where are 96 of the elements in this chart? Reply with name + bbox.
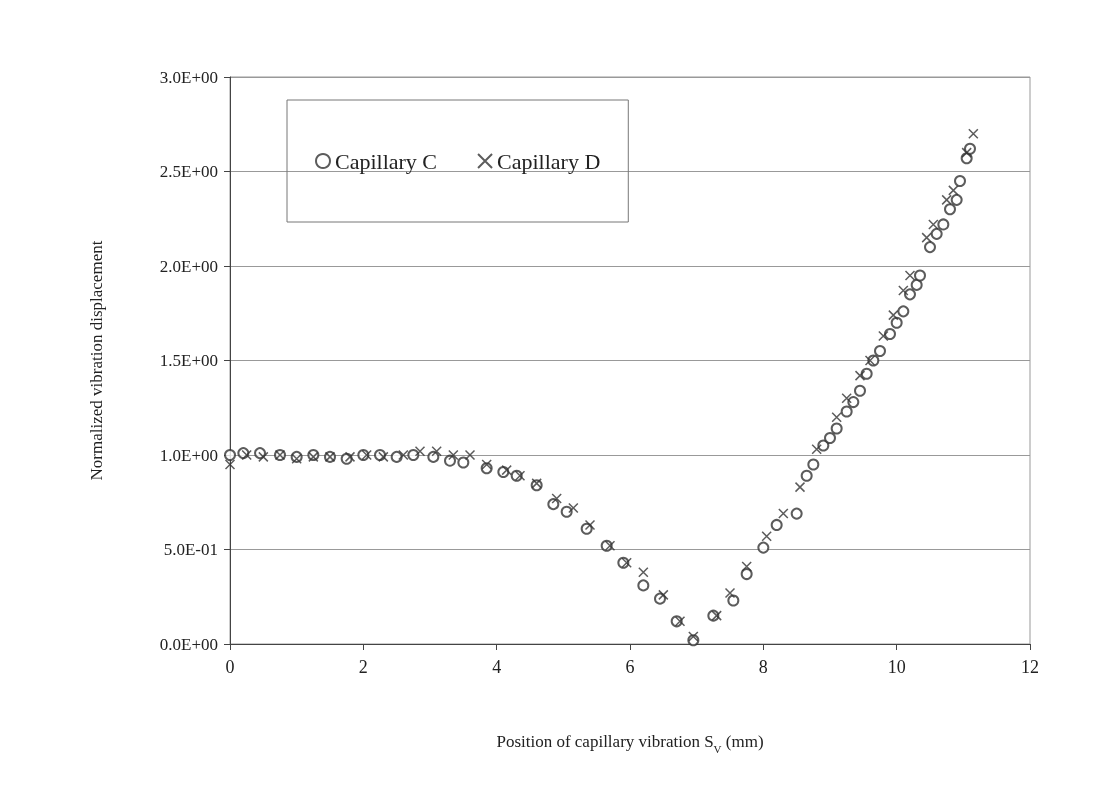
point xyxy=(824,431,836,444)
point xyxy=(711,610,722,621)
point xyxy=(904,270,916,281)
y-tick-label: 2.5E+00 xyxy=(159,162,218,181)
point xyxy=(890,316,903,329)
point xyxy=(928,219,939,230)
x-tick-label: 4 xyxy=(492,657,502,677)
point xyxy=(724,587,736,599)
y-tick-label: 2.0E+00 xyxy=(159,256,218,276)
point xyxy=(658,589,669,601)
y-tick-label: 1.5E+00 xyxy=(159,351,218,370)
point xyxy=(811,444,822,455)
point xyxy=(924,241,936,254)
point xyxy=(854,370,866,381)
point xyxy=(740,568,753,581)
point xyxy=(604,540,616,551)
point xyxy=(224,449,236,461)
point xyxy=(241,449,252,461)
point xyxy=(444,454,456,467)
point xyxy=(464,449,476,461)
point xyxy=(874,345,886,358)
point xyxy=(414,445,426,457)
point xyxy=(878,330,889,342)
point xyxy=(407,449,420,461)
point xyxy=(930,227,943,240)
point xyxy=(968,128,979,139)
point xyxy=(778,508,789,519)
x-tick-label: 6 xyxy=(625,657,635,677)
point xyxy=(761,531,772,542)
point xyxy=(921,232,932,243)
point xyxy=(481,459,492,470)
point xyxy=(830,422,843,435)
point xyxy=(398,449,409,461)
point xyxy=(568,502,579,514)
point xyxy=(770,518,783,531)
point xyxy=(790,507,803,520)
legend-label: Capillary C xyxy=(335,148,438,174)
point xyxy=(950,193,963,206)
point xyxy=(954,174,966,187)
x-tick-label: 12 xyxy=(1021,657,1039,677)
point xyxy=(514,470,526,482)
point xyxy=(431,445,442,457)
point xyxy=(501,464,512,476)
legend-label: Capillary D xyxy=(497,148,601,174)
point xyxy=(910,278,923,291)
point xyxy=(840,405,853,418)
point xyxy=(741,561,752,572)
point xyxy=(378,451,389,463)
x-tick-label: 10 xyxy=(887,657,906,677)
point xyxy=(794,481,806,493)
point xyxy=(361,449,372,461)
y-tick-label: 5.0E-01 xyxy=(163,540,218,559)
point xyxy=(674,616,686,627)
point xyxy=(904,288,916,301)
y-tick-label: 0.0E+00 xyxy=(159,634,218,654)
point xyxy=(897,305,910,318)
point xyxy=(688,631,699,642)
point xyxy=(937,218,950,231)
point xyxy=(807,458,820,471)
point xyxy=(847,396,860,409)
point xyxy=(727,594,740,607)
point xyxy=(860,367,873,380)
point xyxy=(551,493,562,504)
point xyxy=(884,328,896,341)
point xyxy=(961,147,972,158)
point xyxy=(898,285,909,296)
point xyxy=(941,194,952,206)
point xyxy=(547,498,560,511)
x-tick-label: 0 xyxy=(225,657,235,677)
point xyxy=(258,451,269,463)
point xyxy=(831,411,842,423)
x-tick-label: 8 xyxy=(758,657,768,677)
x-tick-label: 2 xyxy=(358,657,368,677)
point xyxy=(224,459,236,470)
point xyxy=(457,456,470,469)
point xyxy=(888,309,899,321)
point xyxy=(584,519,596,531)
point xyxy=(427,450,440,463)
point xyxy=(944,203,956,216)
point xyxy=(344,451,356,463)
point xyxy=(757,541,770,554)
point xyxy=(638,566,649,578)
point xyxy=(948,185,959,196)
y-tick-label: 3.0E+00 xyxy=(159,67,218,87)
point xyxy=(621,557,632,568)
point xyxy=(800,469,813,482)
point xyxy=(560,505,573,518)
point xyxy=(914,269,926,282)
point xyxy=(854,384,866,397)
point xyxy=(390,450,403,463)
y-tick-label: 1.0E+00 xyxy=(159,445,218,465)
point xyxy=(448,449,459,461)
point xyxy=(864,355,876,366)
point xyxy=(841,393,852,404)
y-axis-title: Normalized vibration displacement xyxy=(87,240,106,481)
point xyxy=(637,579,650,592)
